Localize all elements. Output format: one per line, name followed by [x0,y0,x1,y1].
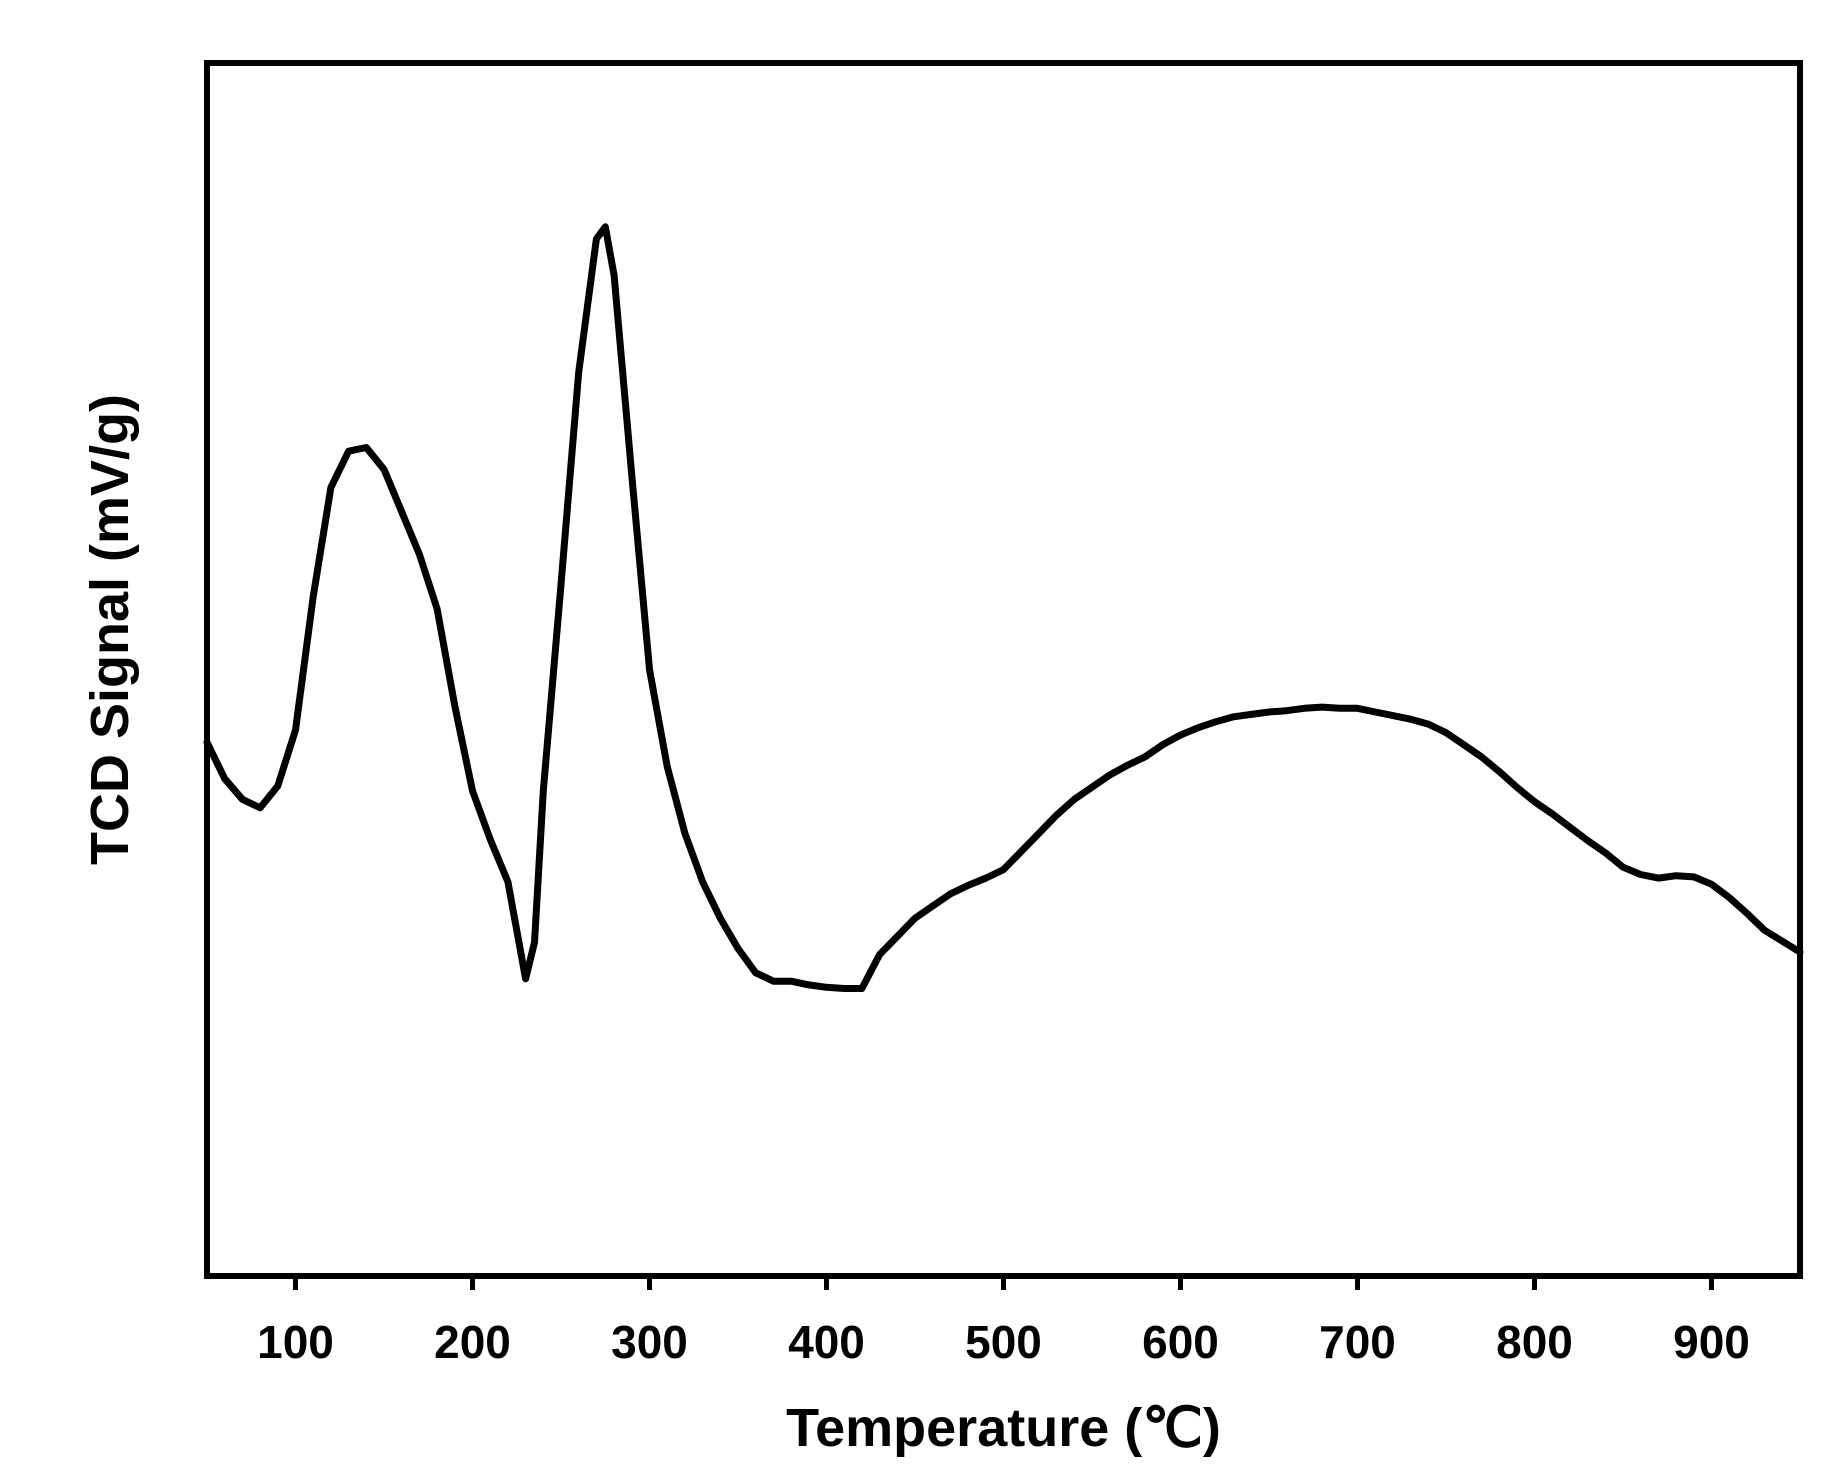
x-tick-label-700: 700 [1319,1316,1396,1368]
x-tick-label-100: 100 [257,1316,334,1368]
x-tick-label-600: 600 [1142,1316,1219,1368]
x-tick-label-300: 300 [611,1316,688,1368]
x-tick-label-200: 200 [434,1316,511,1368]
x-tick-label-500: 500 [965,1316,1042,1368]
tcd-signal-line [203,223,1804,992]
y-axis-title: TCD Signal (mV/g) [80,394,140,865]
x-tick-label-400: 400 [788,1316,865,1368]
x-tick-label-800: 800 [1496,1316,1573,1368]
x-tick-label-900: 900 [1673,1316,1750,1368]
x-axis-title: Temperature (℃) [786,1398,1221,1458]
x-axis-tick-labels: 100 200 300 400 500 600 700 800 900 [257,1316,1750,1368]
plot-frame [204,60,1803,1279]
